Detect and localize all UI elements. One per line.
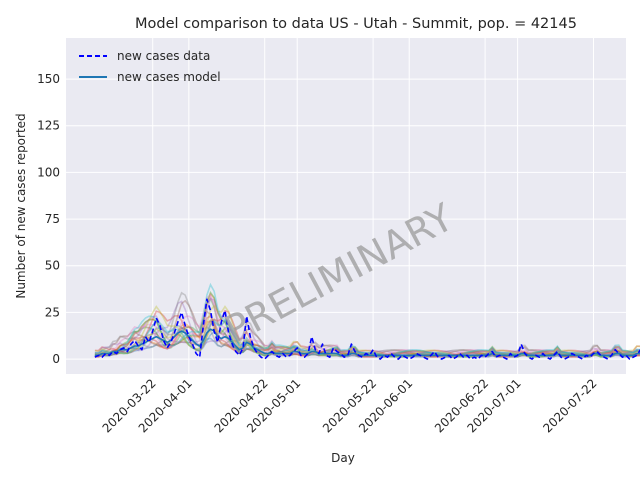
model-ensemble-line	[94, 291, 640, 358]
legend: new cases data new cases model	[79, 49, 221, 84]
model-ensemble-line	[94, 326, 640, 358]
y-tick-label: 150	[37, 72, 60, 86]
model-ensemble-line	[94, 282, 640, 358]
model-ensemble-line	[94, 319, 640, 358]
y-tick-label: 50	[45, 259, 60, 273]
y-tick-label: 125	[37, 119, 60, 133]
y-tick-label: 0	[52, 352, 60, 366]
model-ensemble-line	[94, 293, 640, 358]
y-tick-label: 25	[45, 305, 60, 319]
x-axis-label: Day	[331, 451, 355, 465]
model-ensemble-line	[94, 327, 640, 358]
plot-area	[66, 38, 626, 374]
legend-label: new cases model	[117, 70, 221, 84]
model-ensemble-line	[94, 309, 640, 358]
model-ensemble-line	[94, 319, 640, 358]
legend-label: new cases data	[117, 49, 210, 63]
y-axis-label: Number of new cases reported	[14, 113, 28, 298]
chart-title: Model comparison to data US - Utah - Sum…	[135, 16, 577, 32]
x-tick-label: 2020-07-22	[540, 376, 599, 435]
y-tick-label: 100	[37, 165, 60, 179]
model-ensemble-line	[94, 304, 640, 358]
model-series-line	[94, 328, 640, 357]
y-tick-label: 75	[45, 212, 60, 226]
